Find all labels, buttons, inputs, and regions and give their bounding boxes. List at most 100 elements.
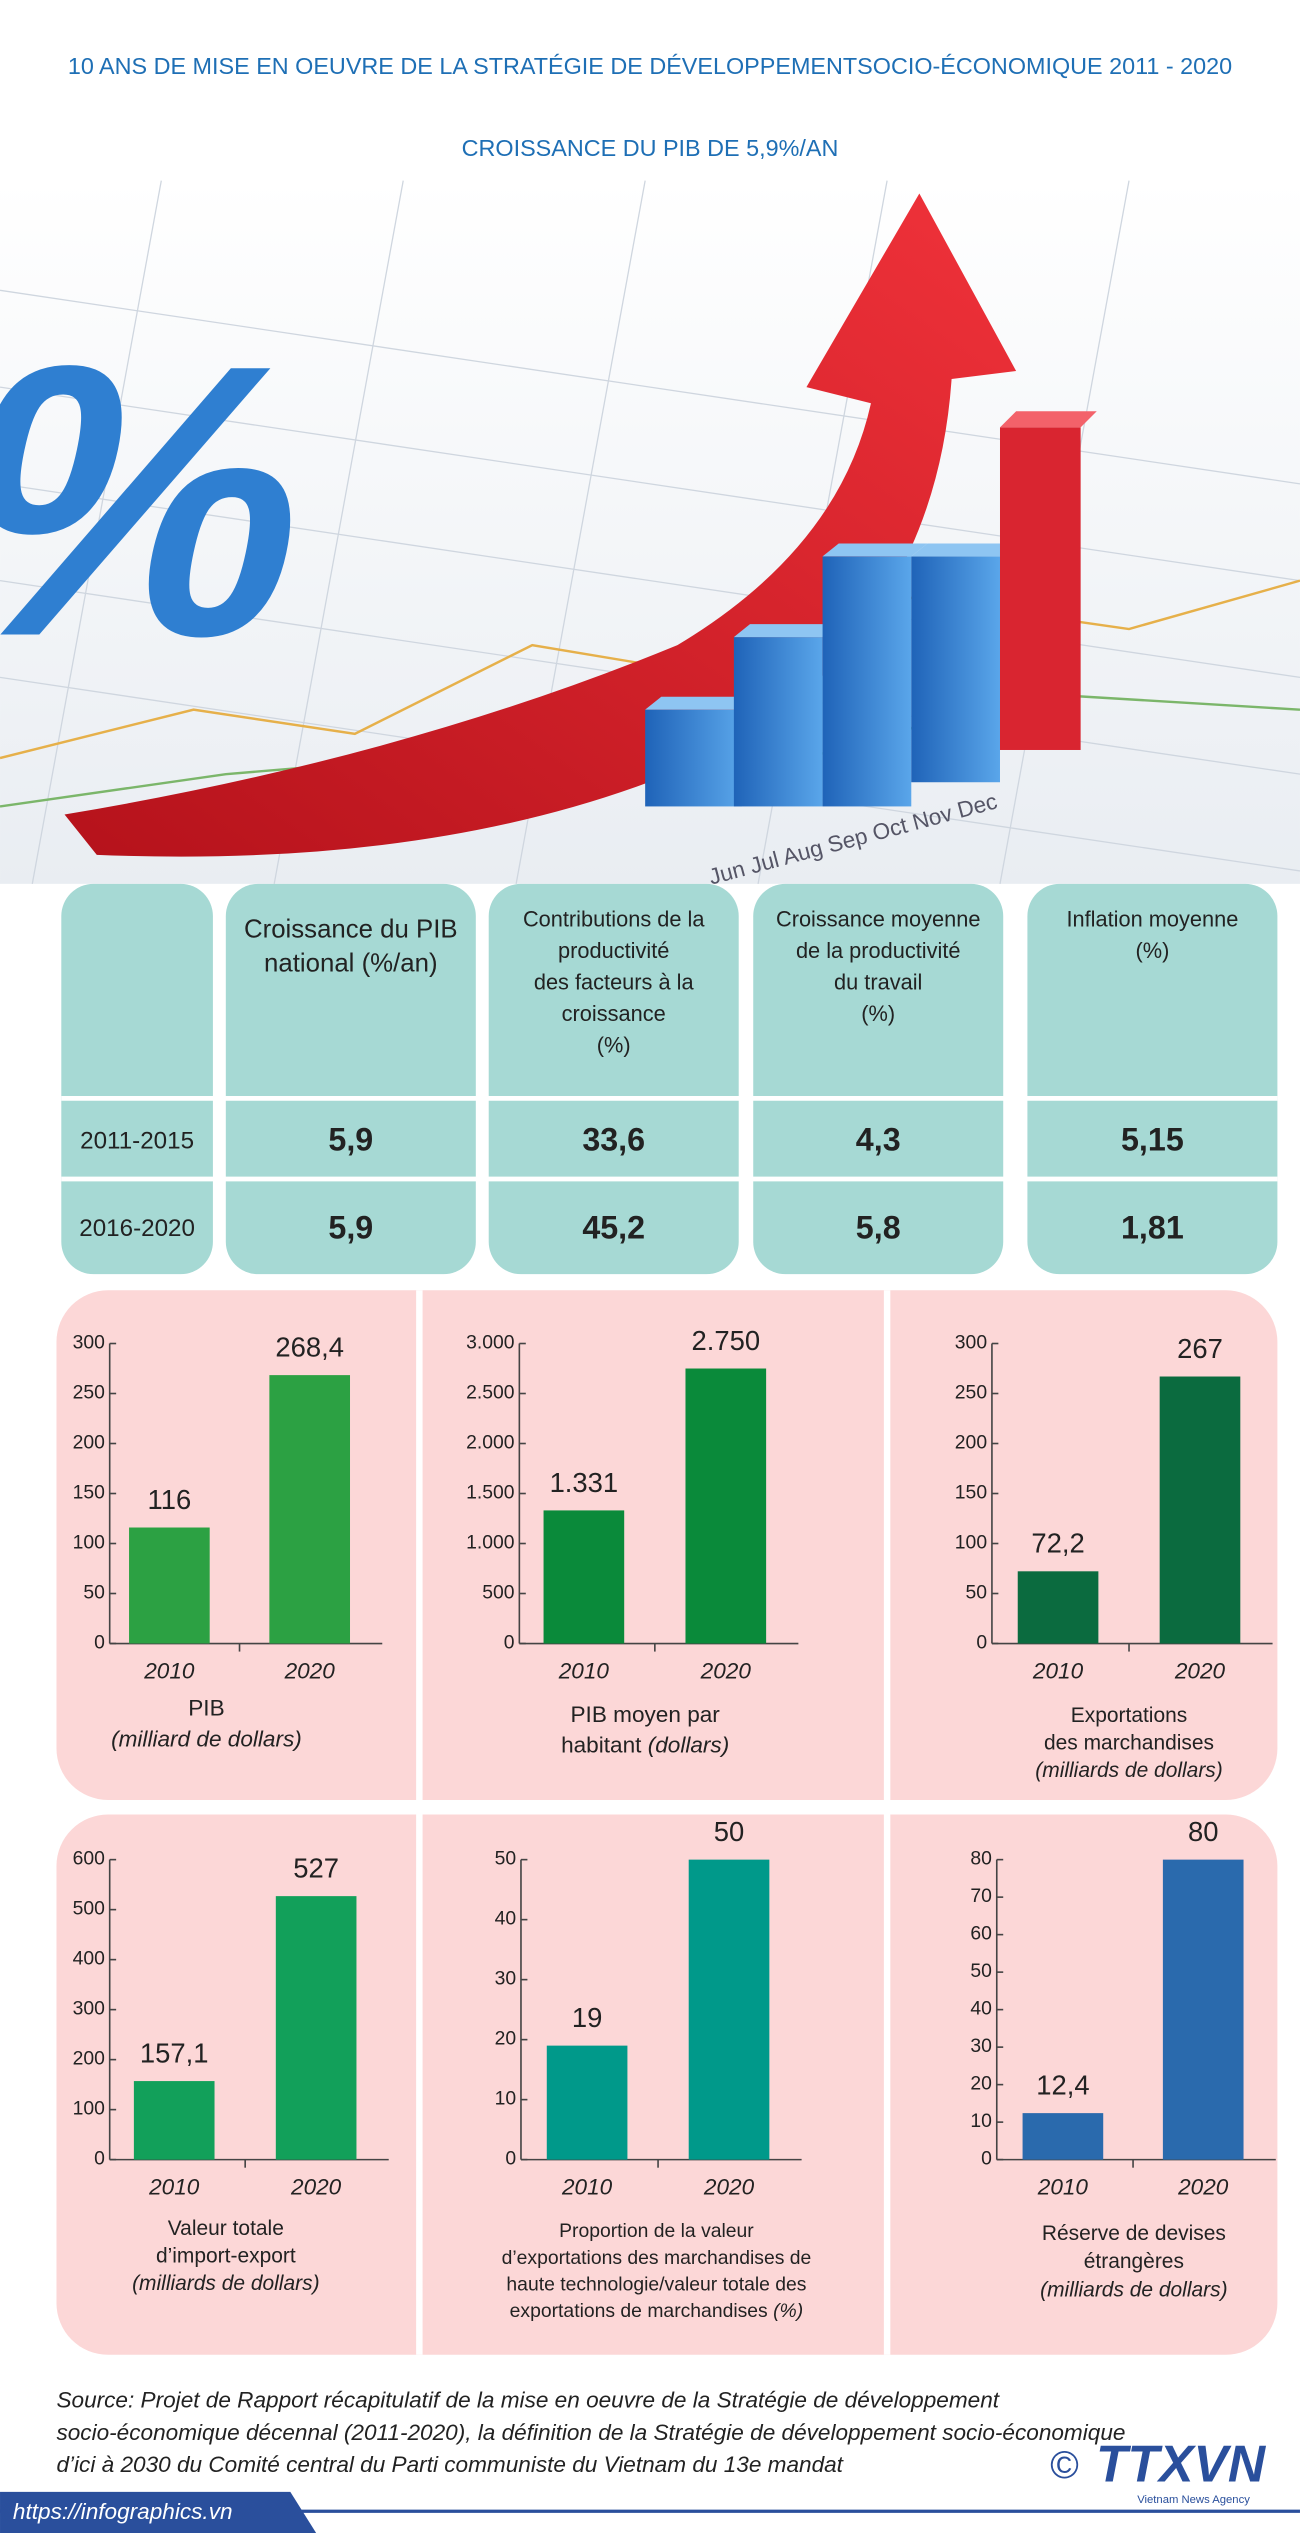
column-header: Croissance du PIB — [244, 915, 458, 943]
chart-caption: exportations de marchandises (%) — [510, 2300, 804, 2322]
chart-caption: haute technologie/valeur totale des — [506, 2274, 806, 2296]
x-tick-label: 2020 — [1174, 1659, 1226, 1684]
chart-caption: PIB moyen par — [570, 1702, 720, 1727]
illustration: % Jun Jul Aug Sep Oct Nov Dec — [0, 180, 1300, 890]
x-tick-label: 2010 — [1037, 2175, 1089, 2200]
caption-part: des marchandises — [1044, 1731, 1214, 1754]
caption-part: Valeur totale — [168, 2217, 284, 2240]
value-label: 19 — [572, 2002, 602, 2033]
chart-caption: d’import-export — [156, 2244, 296, 2267]
y-tick-label: 0 — [504, 1632, 515, 1654]
y-tick-label: 500 — [482, 1582, 514, 1604]
column-header: productivité — [558, 938, 669, 963]
y-tick-label: 250 — [955, 1382, 987, 1404]
table-cell: 5,15 — [1121, 1121, 1184, 1157]
chart-caption: (milliards de dollars) — [1035, 1758, 1222, 1781]
subtitle: CROISSANCE DU PIB DE 5,9%/AN — [462, 135, 839, 161]
x-tick-label: 2020 — [1177, 2175, 1229, 2200]
bar — [275, 1896, 357, 2160]
bar — [543, 1510, 625, 1644]
x-tick-label: 2010 — [558, 1659, 610, 1684]
x-tick-label: 2010 — [561, 2175, 613, 2200]
y-tick-label: 10 — [495, 2088, 517, 2110]
caption-part: d’exportations des marchandises de — [502, 2247, 812, 2269]
caption-part: (milliards de dollars) — [1040, 2278, 1227, 2301]
y-tick-label: 200 — [73, 1432, 105, 1454]
footer: https://infographics.vn © TTXVN Vietnam … — [0, 2434, 1300, 2533]
y-tick-label: 150 — [73, 1482, 105, 1504]
column-header: national (%/an) — [264, 949, 438, 977]
bar — [685, 1368, 767, 1644]
y-tick-label: 50 — [970, 1960, 992, 1982]
source-line: socio-économique décennal (2011-2020), l… — [56, 2420, 1125, 2445]
y-tick-label: 70 — [970, 1885, 992, 1907]
y-tick-label: 10 — [970, 2110, 992, 2132]
value-label: 116 — [148, 1484, 192, 1515]
table: Croissance du PIB national (%/an) Contribu… — [61, 883, 1278, 1275]
column-header: (%) — [861, 1001, 895, 1026]
column-header: Croissance moyenne — [776, 907, 980, 932]
url[interactable]: https://infographics.vn — [13, 2499, 233, 2524]
y-tick-label: 50 — [966, 1582, 988, 1604]
bar-chart: 0 500 1.000 1.500 2.000 2.500 3.000 1.331 2010 2.… — [466, 1325, 799, 1758]
column-header: du travail — [834, 970, 922, 995]
title: 10 ANS DE MISE EN OEUVRE DE LA STRATÉGIE… — [68, 53, 1232, 79]
y-tick-label: 20 — [970, 2073, 992, 2095]
caption-part: (milliard de dollars) — [111, 1726, 302, 1751]
caption-part: exportations de marchandises — [510, 2300, 773, 2322]
caption-part: (dollars) — [648, 1733, 730, 1758]
chart-caption: des marchandises — [1044, 1731, 1214, 1754]
logo: TTXVN — [1096, 2434, 1267, 2492]
caption-part: haute technologie/valeur totale des — [506, 2274, 806, 2296]
table-cell: 5,9 — [328, 1121, 373, 1157]
y-tick-label: 200 — [73, 2048, 105, 2070]
column-header: (%) — [1135, 938, 1169, 963]
y-tick-label: 0 — [94, 1632, 105, 1654]
column-header: Contributions de la — [523, 907, 705, 932]
column-header: croissance — [562, 1001, 666, 1026]
caption-part: habitant — [561, 1733, 648, 1758]
caption-part: Réserve de devises — [1042, 2221, 1226, 2244]
row-label: 2011-2015 — [80, 1127, 194, 1154]
value-label: 1.331 — [550, 1467, 619, 1498]
bar — [688, 1859, 770, 2160]
y-tick-label: 0 — [94, 2148, 105, 2170]
value-label: 80 — [1188, 1816, 1218, 1847]
y-tick-label: 40 — [970, 1998, 992, 2020]
bar-chart: 0 10 20 30 40 50 60 70 80 12,4 2010 80 2020 Réserve d… — [970, 1816, 1276, 2301]
y-tick-label: 30 — [970, 2035, 992, 2057]
y-tick-label: 1.000 — [466, 1532, 514, 1554]
x-tick-label: 2010 — [148, 2175, 200, 2200]
bar — [129, 1527, 210, 1644]
x-tick-label: 2010 — [143, 1659, 195, 1684]
y-tick-label: 80 — [970, 1848, 992, 1870]
y-tick-label: 600 — [73, 1848, 105, 1870]
bar-chart: 0 50 100 150 200 250 300 72,2 2010 267 2020 Exporta… — [955, 1332, 1273, 1781]
chart-panels — [56, 1290, 1278, 2355]
y-tick-label: 0 — [976, 1632, 987, 1654]
chart-caption: étrangères — [1084, 2250, 1184, 2273]
y-tick-label: 30 — [495, 1968, 517, 1990]
x-tick-label: 2020 — [284, 1659, 336, 1684]
y-tick-label: 200 — [955, 1432, 987, 1454]
y-tick-label: 20 — [495, 2028, 517, 2050]
caption-part: (milliards de dollars) — [132, 2271, 319, 2294]
caption-part: PIB moyen par — [570, 1702, 720, 1727]
y-tick-label: 400 — [73, 1948, 105, 1970]
charts: 0501001502002503001162010268,42020PIB(mi… — [73, 1325, 1276, 2322]
value-label: 527 — [293, 1853, 339, 1884]
x-tick-label: 2010 — [1032, 1659, 1084, 1684]
bar — [1022, 2113, 1104, 2160]
value-label: 157,1 — [140, 2038, 209, 2069]
table-cell: 4,3 — [856, 1121, 901, 1157]
bar-chart: 0 10 20 30 40 50 19 2010 50 2020 Proportion de la … — [495, 1816, 812, 2322]
chart-caption: (milliard de dollars) — [111, 1726, 302, 1751]
y-tick-label: 2.500 — [466, 1382, 514, 1404]
column-header: de la productivité — [796, 938, 961, 963]
chart-caption: PIB — [188, 1696, 224, 1721]
value-label: 50 — [714, 1816, 744, 1847]
y-tick-label: 300 — [73, 1332, 105, 1354]
value-label: 268,4 — [275, 1332, 344, 1363]
y-tick-label: 0 — [981, 2148, 992, 2170]
